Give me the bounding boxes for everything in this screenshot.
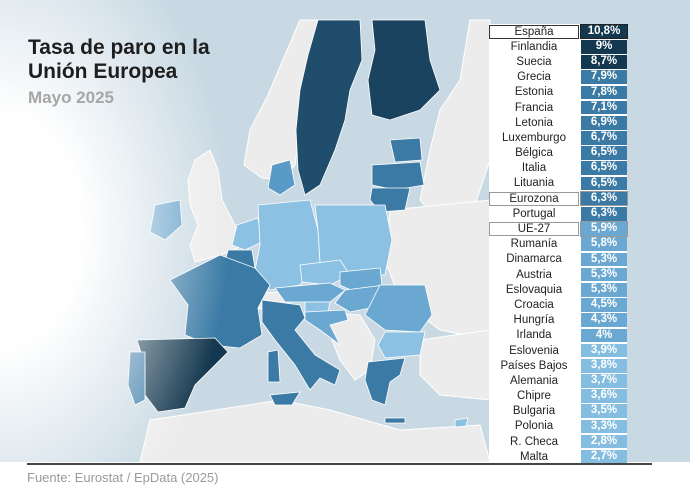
rate-value: 6,5% <box>581 161 627 176</box>
table-row: Luxemburgo 6,7% <box>489 130 627 145</box>
table-row: Grecia 7,9% <box>489 70 627 85</box>
country-name: Polonia <box>514 420 554 433</box>
rate-value: 3,9% <box>581 343 627 358</box>
rate-value: 3,6% <box>581 389 627 403</box>
rate-value: 5,9% <box>580 221 628 237</box>
country-name: Hungría <box>513 314 555 327</box>
country-name: Suecia <box>516 55 552 68</box>
rate-value: 4% <box>581 328 627 343</box>
ranking-table: España 10,8% Finlandia 9% Suecia 8,7% Grecia 7,… <box>489 23 628 465</box>
rate-value: 3,3% <box>581 419 627 434</box>
rate-value: 4,5% <box>581 298 627 312</box>
table-row: Hungría 4,3% <box>489 313 627 328</box>
rate-value: 5,3% <box>581 252 627 267</box>
table-row: Chipre 3,6% <box>489 389 627 404</box>
table-row: Estonia 7,8% <box>489 85 627 100</box>
rate-value: 6,3% <box>581 207 627 221</box>
rate-value: 3,7% <box>581 374 627 388</box>
rate-value: 6,5% <box>581 176 627 191</box>
country-name: Eslovaquia <box>505 283 563 296</box>
country-name: Letonia <box>515 116 553 129</box>
table-row: España 10,8% <box>489 23 628 40</box>
country-name: Eurozona <box>489 191 579 206</box>
table-row: Polonia 3,3% <box>489 419 627 434</box>
table-row: Suecia 8,7% <box>489 54 627 69</box>
rate-value: 5,8% <box>581 237 627 252</box>
table-row: Bélgica 6,5% <box>489 146 627 161</box>
country-name: Rumanía <box>510 238 558 251</box>
country-name: Grecia <box>517 71 551 84</box>
chart-title: Tasa de paro en la Unión Europea <box>28 36 210 83</box>
rate-value: 6,5% <box>581 146 627 160</box>
country-name: Dinamarca <box>506 253 562 266</box>
rate-value: 7,8% <box>581 85 627 100</box>
table-row: Eurozona 6,3% <box>489 190 628 207</box>
table-row: Eslovenia 3,9% <box>489 343 627 358</box>
table-row: Países Bajos 3,8% <box>489 358 627 373</box>
rate-value: 10,8% <box>580 23 628 40</box>
country-name: Países Bajos <box>500 359 568 372</box>
table-row: Rumanía 5,8% <box>489 237 627 252</box>
country-name: Irlanda <box>516 329 552 342</box>
table-row: Eslovaquia 5,3% <box>489 282 627 297</box>
rate-value: 3,8% <box>581 358 627 373</box>
rate-value: 4,3% <box>581 313 627 327</box>
country-name: Austria <box>516 268 552 281</box>
rate-value: 2,8% <box>581 434 627 449</box>
table-row: Italia 6,5% <box>489 161 627 176</box>
country-name: España <box>489 24 579 39</box>
country-name: Estonia <box>514 86 554 99</box>
country-name: Bélgica <box>515 147 553 160</box>
table-row: Croacia 4,5% <box>489 297 627 312</box>
country-name: UE-27 <box>489 222 579 237</box>
rate-value: 7,9% <box>581 70 627 84</box>
table-row: Austria 5,3% <box>489 267 627 282</box>
rate-value: 6,9% <box>581 115 627 130</box>
rate-value: 3,5% <box>581 404 627 419</box>
rate-value: 2,7% <box>581 450 627 464</box>
country-name: Eslovenia <box>509 344 559 357</box>
chart-subtitle: Mayo 2025 <box>28 88 114 107</box>
table-row: Lituania 6,5% <box>489 176 627 191</box>
rate-value: 5,3% <box>581 282 627 297</box>
country-name: Finlandia <box>510 40 558 53</box>
rate-value: 8,7% <box>581 55 627 69</box>
table-row: Alemania 3,7% <box>489 373 627 388</box>
table-row: Malta 2,7% <box>489 449 627 464</box>
country-name: Bulgaria <box>512 405 556 418</box>
footer-rule <box>27 463 652 465</box>
country-name: Portugal <box>512 207 556 220</box>
table-row: Dinamarca 5,3% <box>489 252 627 267</box>
country-name: R. Checa <box>510 435 558 448</box>
rate-value: 9% <box>581 39 627 54</box>
rate-value: 7,1% <box>581 100 627 115</box>
country-name: Lituania <box>513 177 555 190</box>
country-name: Croacia <box>514 298 554 311</box>
country-name: Chipre <box>517 390 551 403</box>
rate-value: 6,3% <box>580 190 628 207</box>
table-row: Irlanda 4% <box>489 328 627 343</box>
country-name: Alemania <box>510 374 558 387</box>
table-row: UE-27 5,9% <box>489 221 628 237</box>
source-note: Fuente: Eurostat / EpData (2025) <box>27 470 219 485</box>
country-name: Malta <box>519 450 549 463</box>
rate-value: 5,3% <box>581 267 627 282</box>
table-row: Portugal 6,3% <box>489 206 627 221</box>
table-row: Letonia 6,9% <box>489 115 627 130</box>
table-row: Finlandia 9% <box>489 39 627 54</box>
country-name: Francia <box>514 101 554 114</box>
table-row: R. Checa 2,8% <box>489 434 627 449</box>
country-name: Luxemburgo <box>502 131 566 144</box>
table-row: Francia 7,1% <box>489 100 627 115</box>
country-name: Italia <box>521 162 547 175</box>
rate-value: 6,7% <box>581 131 627 145</box>
table-row: Bulgaria 3,5% <box>489 404 627 419</box>
